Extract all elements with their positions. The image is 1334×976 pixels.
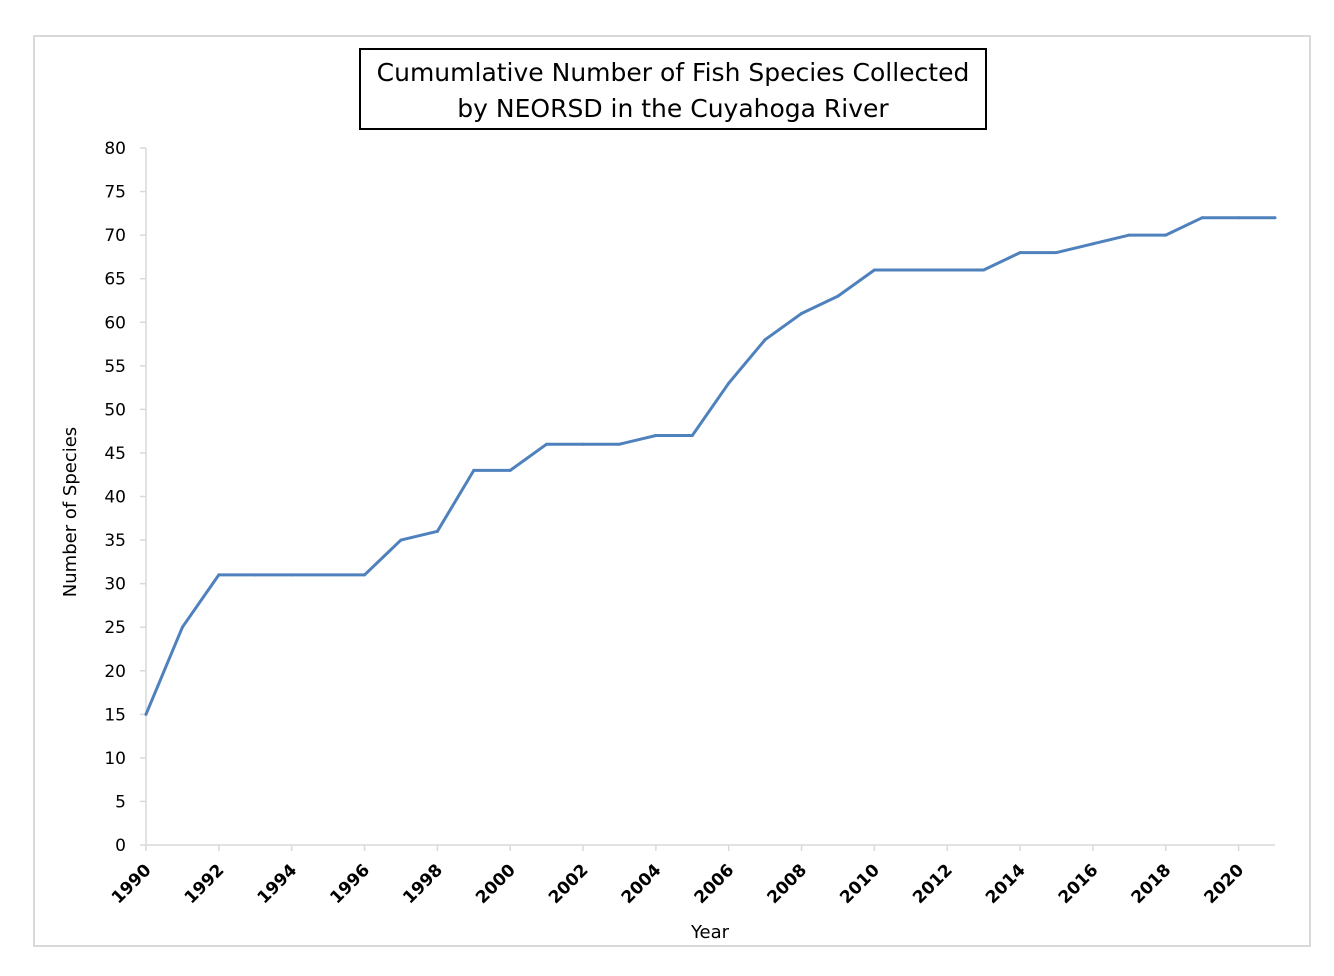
y-tick-label: 40 bbox=[104, 488, 126, 508]
data-point bbox=[909, 268, 913, 272]
chart-title-line-2: by NEORSD in the Cuyahoga River bbox=[457, 94, 889, 123]
y-tick-label: 60 bbox=[104, 313, 126, 333]
y-tick-label: 25 bbox=[104, 618, 126, 638]
series-line-0 bbox=[144, 216, 1275, 715]
x-tick-label: 2008 bbox=[763, 860, 811, 908]
x-axis: 1990 1992 1994 1996 1998 2000 2002 2004 2006 2008… bbox=[108, 844, 1275, 908]
data-point bbox=[363, 573, 367, 577]
y-tick-label: 15 bbox=[104, 705, 126, 725]
x-tick-label: 2002 bbox=[545, 860, 593, 908]
data-point bbox=[1091, 242, 1095, 246]
x-tick-label: 2004 bbox=[618, 860, 666, 908]
x-tick-label: 2020 bbox=[1201, 860, 1249, 908]
x-tick-label: 2018 bbox=[1128, 860, 1176, 908]
chart-title-line-1: Cumumlative Number of Fish Species Colle… bbox=[376, 58, 970, 87]
x-tick-label: 2016 bbox=[1055, 860, 1103, 908]
data-point bbox=[800, 312, 804, 316]
data-point bbox=[1237, 216, 1241, 220]
data-point bbox=[1273, 216, 1277, 220]
data-point bbox=[180, 625, 184, 629]
data-point bbox=[617, 442, 621, 446]
data-point bbox=[326, 573, 330, 577]
series-layer bbox=[144, 216, 1277, 716]
x-tick-label: 2000 bbox=[472, 860, 520, 908]
data-point bbox=[945, 268, 949, 272]
data-point bbox=[217, 573, 221, 577]
y-tick-label: 75 bbox=[104, 183, 126, 203]
data-point bbox=[1164, 233, 1168, 237]
data-point bbox=[508, 468, 512, 472]
chart-title: Cumumlative Number of Fish Species Colle… bbox=[359, 48, 987, 130]
x-tick-label: 2014 bbox=[982, 860, 1030, 908]
data-point bbox=[654, 434, 658, 438]
x-tick-label: 1996 bbox=[326, 860, 374, 908]
x-tick-label: 2010 bbox=[836, 860, 884, 908]
y-tick-label: 55 bbox=[104, 357, 126, 377]
y-axis: 0 5 10 15 20 25 30 35 40 45 50 55 60 65 70 75 80 bbox=[104, 139, 147, 856]
y-tick-label: 0 bbox=[115, 836, 126, 856]
data-point bbox=[399, 538, 403, 542]
x-tick-label: 1994 bbox=[254, 860, 302, 908]
data-point bbox=[1054, 251, 1058, 255]
chart-frame bbox=[33, 35, 1311, 947]
y-tick-label: 30 bbox=[104, 575, 126, 595]
data-point bbox=[1018, 251, 1022, 255]
x-axis-title: Year bbox=[690, 922, 730, 943]
data-point bbox=[727, 381, 731, 385]
data-point bbox=[836, 294, 840, 298]
data-point bbox=[545, 442, 549, 446]
x-tick-label: 1998 bbox=[399, 860, 447, 908]
data-point bbox=[1200, 216, 1204, 220]
data-point bbox=[144, 712, 148, 716]
x-tick-label: 1992 bbox=[181, 860, 229, 908]
y-axis-title: Number of Species bbox=[60, 427, 81, 597]
data-point bbox=[435, 529, 439, 533]
x-tick-label: 1990 bbox=[108, 860, 156, 908]
y-tick-label: 80 bbox=[104, 139, 126, 159]
y-tick-label: 5 bbox=[115, 792, 126, 812]
y-tick-label: 35 bbox=[104, 531, 126, 551]
data-point bbox=[581, 442, 585, 446]
y-tick-label: 70 bbox=[104, 226, 126, 246]
data-point bbox=[1127, 233, 1131, 237]
x-tick-label: 2012 bbox=[909, 860, 957, 908]
data-point bbox=[253, 573, 257, 577]
y-tick-label: 10 bbox=[104, 749, 126, 769]
y-tick-label: 65 bbox=[104, 270, 126, 290]
y-tick-label: 45 bbox=[104, 444, 126, 464]
y-tick-label: 20 bbox=[104, 662, 126, 682]
data-point bbox=[472, 468, 476, 472]
data-point bbox=[290, 573, 294, 577]
data-point bbox=[982, 268, 986, 272]
data-point bbox=[872, 268, 876, 272]
data-point bbox=[763, 338, 767, 342]
x-tick-label: 2006 bbox=[691, 860, 739, 908]
data-point bbox=[690, 434, 694, 438]
y-tick-label: 50 bbox=[104, 400, 126, 420]
